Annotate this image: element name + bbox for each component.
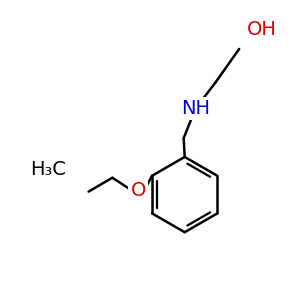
Text: O: O [130, 181, 146, 200]
Text: H₃C: H₃C [30, 160, 66, 179]
Text: OH: OH [247, 20, 277, 39]
Text: NH: NH [181, 99, 210, 118]
